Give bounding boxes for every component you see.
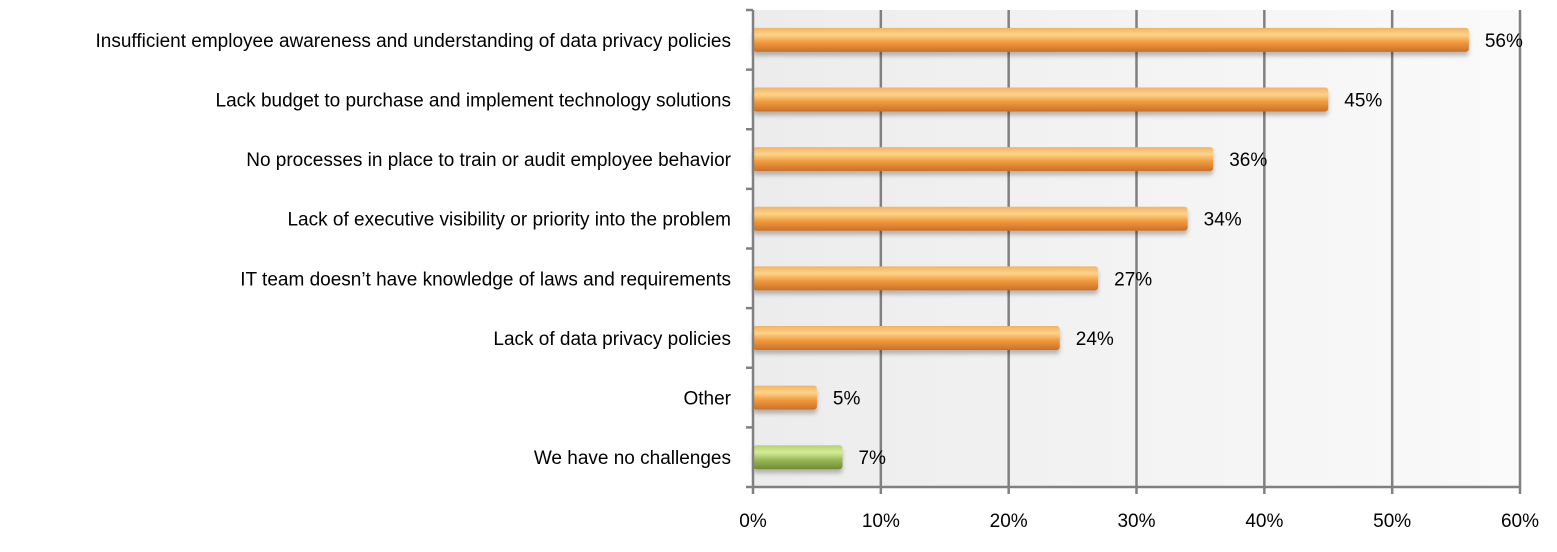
bar: [753, 266, 1099, 291]
x-tick-label: 20%: [990, 511, 1028, 532]
category-label: IT team doesn’t have knowledge of laws a…: [240, 269, 731, 290]
x-tick-label: 60%: [1501, 511, 1539, 532]
data-label: 5%: [833, 389, 861, 410]
bar: [753, 445, 843, 470]
bar: [753, 385, 817, 410]
data-label: 45%: [1344, 90, 1382, 111]
bar: [753, 325, 1060, 350]
bar: [753, 87, 1329, 112]
category-label: No processes in place to train or audit …: [246, 150, 731, 171]
category-label: Lack budget to purchase and implement te…: [216, 90, 731, 111]
data-label: 24%: [1076, 329, 1114, 350]
x-tick-label: 10%: [862, 511, 900, 532]
x-tick-label: 40%: [1245, 511, 1283, 532]
x-tick-label: 0%: [739, 511, 767, 532]
bar: [753, 147, 1214, 172]
category-label: Lack of executive visibility or priority…: [287, 210, 731, 231]
category-label: Lack of data privacy policies: [493, 329, 731, 350]
category-label: We have no challenges: [534, 448, 731, 469]
bar: [753, 27, 1469, 52]
data-label: 27%: [1114, 269, 1152, 290]
data-label: 34%: [1204, 210, 1242, 231]
x-tick-label: 30%: [1117, 511, 1155, 532]
bar: [753, 206, 1188, 231]
data-label: 56%: [1485, 31, 1523, 52]
data-label: 36%: [1229, 150, 1267, 171]
x-tick-label: 50%: [1373, 511, 1411, 532]
category-label: Insufficient employee awareness and unde…: [96, 31, 731, 52]
data-label: 7%: [858, 448, 886, 469]
category-label: Other: [683, 389, 731, 410]
